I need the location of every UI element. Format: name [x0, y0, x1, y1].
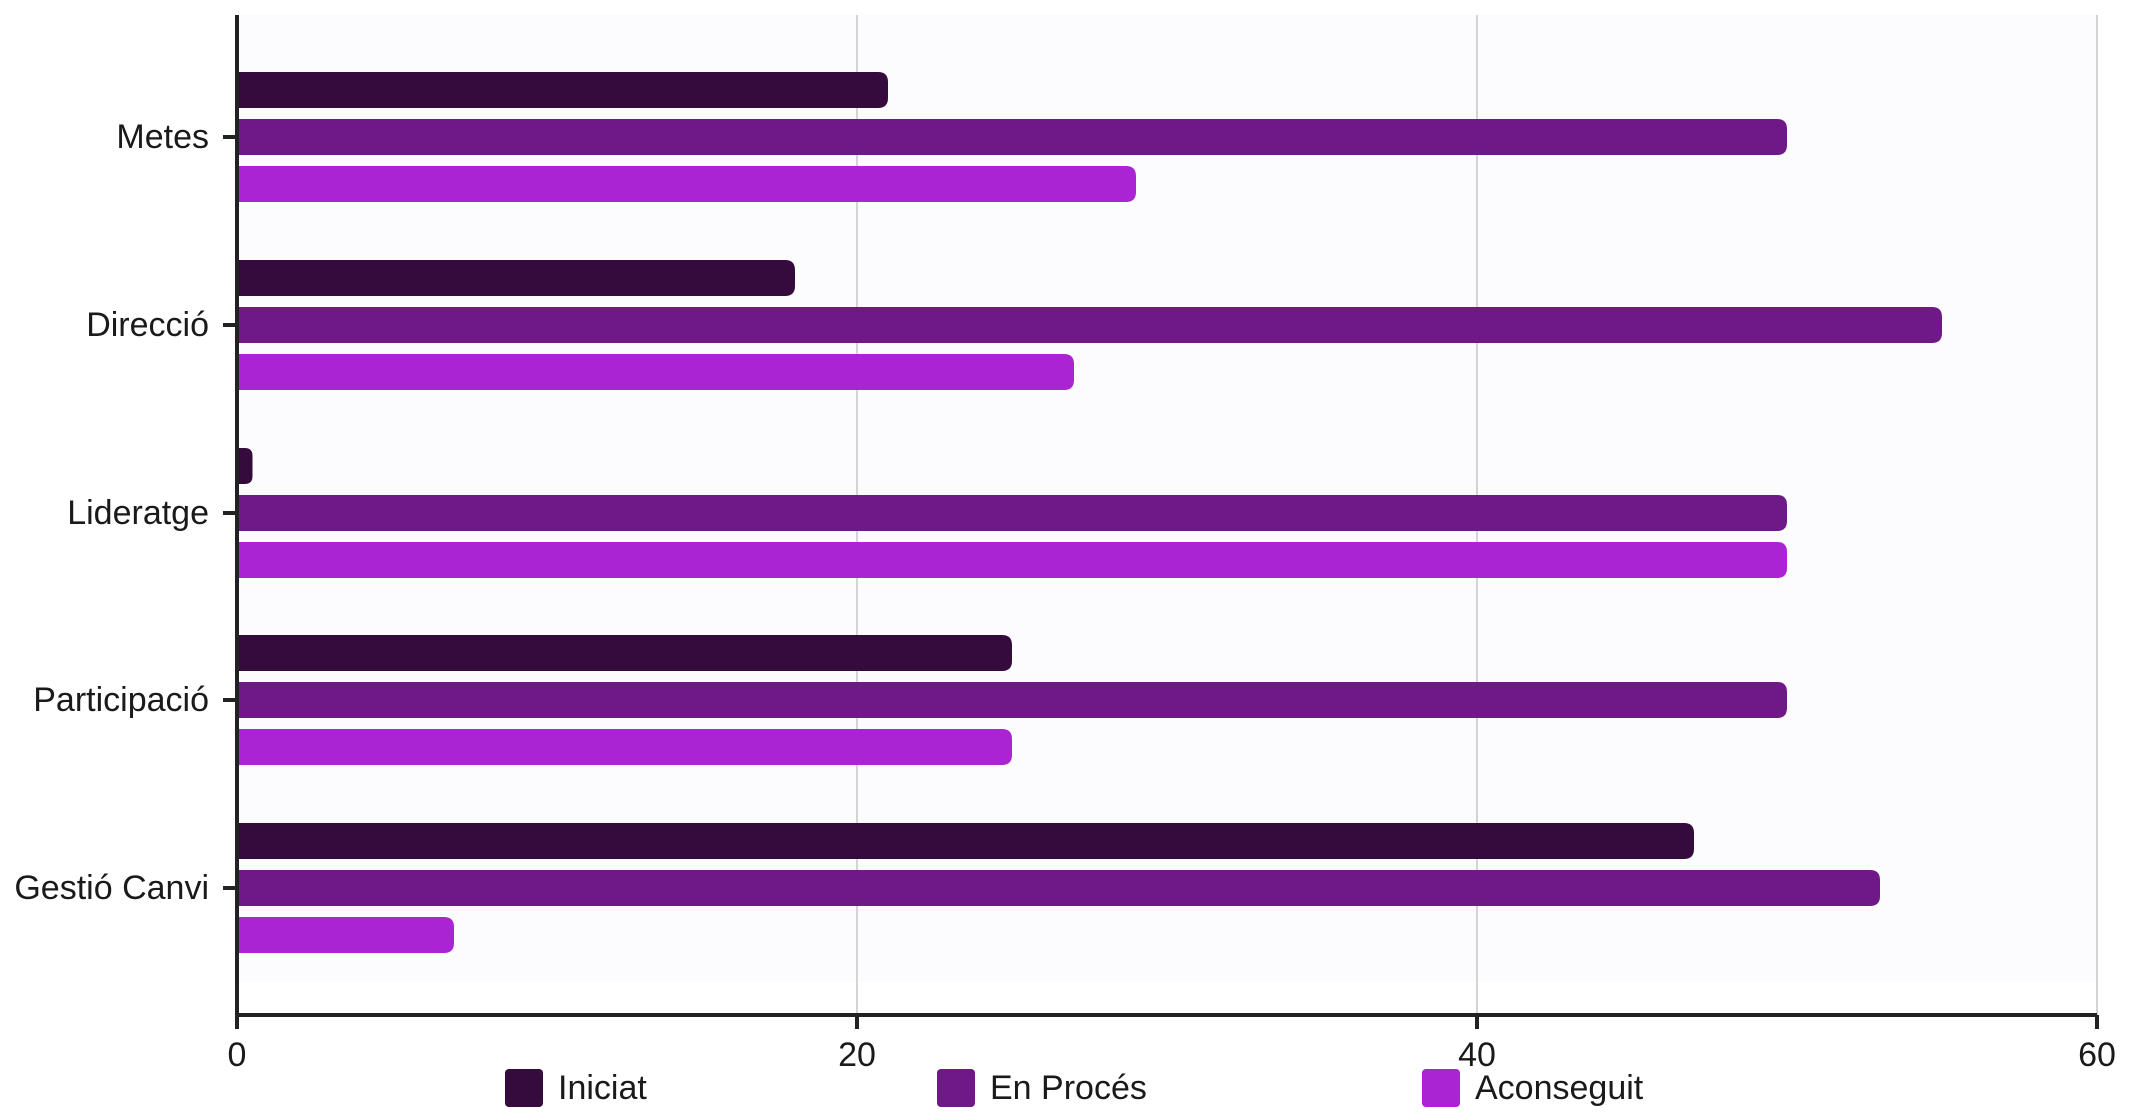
- legend-item-aconseguit: Aconseguit: [1422, 1069, 1644, 1107]
- bar-direccio-iniciat: [237, 260, 795, 296]
- bar-gestio-canvi-en-proces: [237, 870, 1880, 906]
- legend-swatch-iniciat: [505, 1069, 543, 1107]
- category-label-direccio: Direcció: [86, 306, 209, 344]
- legend-swatch-aconseguit: [1422, 1069, 1460, 1107]
- bar-direccio-aconseguit: [237, 354, 1074, 390]
- bar-direccio-en-proces: [237, 307, 1942, 343]
- category-label-participacio: Participació: [33, 681, 209, 719]
- bar-participacio-en-proces: [237, 682, 1787, 718]
- bars: [237, 72, 1942, 953]
- bar-lideratge-en-proces: [237, 495, 1787, 531]
- category-label-lideratge: Lideratge: [67, 494, 209, 532]
- bar-metes-iniciat: [237, 72, 888, 108]
- x-tick-label-20: 20: [838, 1036, 876, 1074]
- bar-metes-aconseguit: [237, 166, 1136, 202]
- legend: Iniciat En Procés Aconseguit: [505, 1069, 1644, 1107]
- x-tick-label-0: 0: [228, 1036, 247, 1074]
- x-tick-label-40: 40: [1458, 1036, 1496, 1074]
- category-label-metes: Metes: [116, 118, 209, 156]
- bar-participacio-iniciat: [237, 635, 1012, 671]
- legend-item-iniciat: Iniciat: [505, 1069, 647, 1107]
- legend-swatch-en-proces: [937, 1069, 975, 1107]
- bar-gestio-canvi-aconseguit: [237, 917, 454, 953]
- bar-participacio-aconseguit: [237, 729, 1012, 765]
- legend-label-aconseguit: Aconseguit: [1475, 1069, 1644, 1107]
- bar-gestio-canvi-iniciat: [237, 823, 1694, 859]
- legend-label-iniciat: Iniciat: [558, 1069, 647, 1107]
- legend-item-en-proces: En Procés: [937, 1069, 1147, 1107]
- x-tick-label-60: 60: [2078, 1036, 2116, 1074]
- legend-label-en-proces: En Procés: [990, 1069, 1147, 1107]
- bar-metes-en-proces: [237, 119, 1787, 155]
- category-label-gestio-canvi: Gestió Canvi: [14, 869, 209, 907]
- bar-lideratge-aconseguit: [237, 542, 1787, 578]
- bar-lideratge-iniciat: [237, 448, 253, 484]
- axes: Metes Direcció Lideratge Participació Gestió…: [14, 15, 2116, 1074]
